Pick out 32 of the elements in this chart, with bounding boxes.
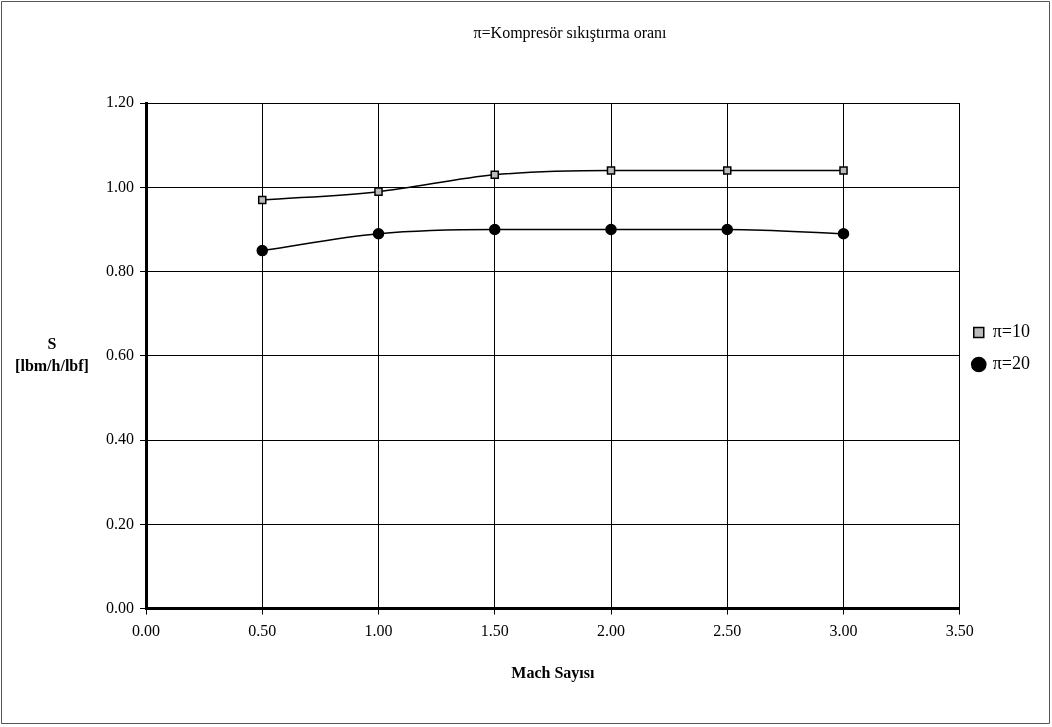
point (374, 187, 383, 196)
y-tick-label: 0.40 (106, 430, 134, 448)
legend-label: π=20 (992, 353, 1031, 374)
point (839, 166, 848, 175)
x-tick-label: 0.50 (248, 622, 277, 640)
y-tick-label: 0.20 (106, 514, 134, 532)
x-tick-label: 1.50 (480, 622, 509, 640)
point (490, 170, 500, 180)
point (837, 228, 850, 240)
point (256, 244, 268, 257)
y-tick-label: 0.80 (106, 261, 134, 279)
x-tick-label: 1.00 (364, 622, 393, 640)
point (721, 223, 734, 236)
point (372, 228, 385, 240)
point (605, 223, 617, 236)
x-tick-label: 0.00 (132, 622, 160, 640)
chart-title: π=Kompresör sıkıştırma oranı (473, 23, 668, 42)
x-tick-label: 2.00 (597, 622, 626, 640)
x-tick-label: 3.00 (829, 622, 858, 640)
y-tick-label: 0.00 (106, 598, 134, 616)
x-axis-title: Mach Sayısı (511, 663, 595, 682)
point (257, 195, 267, 205)
x-tick-label: 2.50 (713, 622, 742, 640)
y-tick-label: 1.00 (106, 177, 134, 195)
x-tick-label: 3.50 (945, 622, 974, 640)
point (606, 166, 616, 175)
y-tick-label: 0.60 (106, 346, 134, 364)
legend-label: π=10 (992, 321, 1031, 342)
point (722, 166, 732, 175)
point (489, 223, 501, 236)
y-axis-title: S [lbm/h/lbf] (15, 335, 89, 375)
y-tick-label: 1.20 (106, 93, 134, 111)
